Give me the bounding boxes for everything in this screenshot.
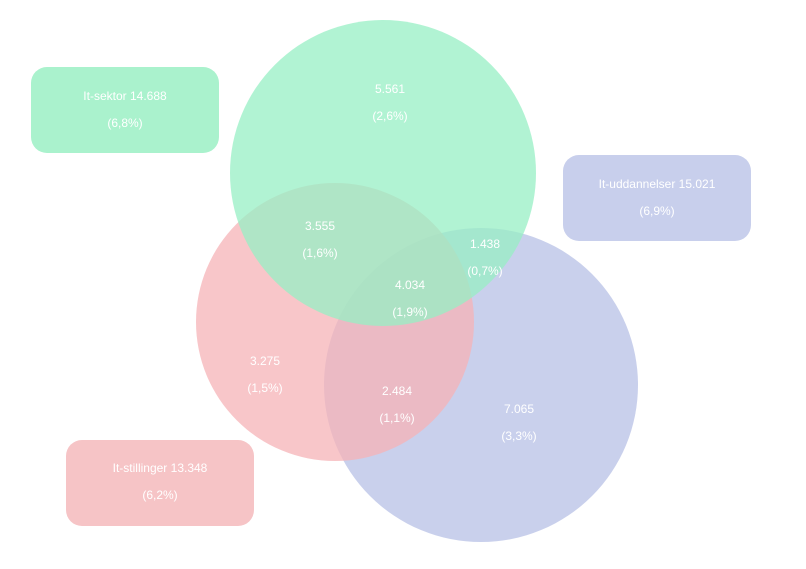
region-value: 7.065 xyxy=(504,402,534,416)
region-share: (3,3%) xyxy=(501,429,536,443)
region-share: (1,5%) xyxy=(247,381,282,395)
legend-label: It-stillinger 13.348 xyxy=(113,461,208,475)
region-value: 5.561 xyxy=(375,82,405,96)
legend-label: It-uddannelser 15.021 xyxy=(599,177,716,191)
legend-box xyxy=(31,67,219,153)
region-value: 2.484 xyxy=(382,384,412,398)
legend-box xyxy=(66,440,254,526)
region-share: (1,9%) xyxy=(392,305,427,319)
region-value: 1.438 xyxy=(470,237,500,251)
legend-share: (6,2%) xyxy=(142,488,177,502)
region-value: 4.034 xyxy=(395,278,425,292)
region-value: 3.555 xyxy=(305,219,335,233)
legend-label: It-sektor 14.688 xyxy=(83,89,167,103)
circle-sektor xyxy=(230,20,536,326)
legend-share: (6,8%) xyxy=(107,116,142,130)
region-value: 3.275 xyxy=(250,354,280,368)
region-share: (0,7%) xyxy=(467,264,502,278)
region-share: (2,6%) xyxy=(372,109,407,123)
region-share: (1,1%) xyxy=(379,411,414,425)
legend-box xyxy=(563,155,751,241)
region-share: (1,6%) xyxy=(302,246,337,260)
legend-share: (6,9%) xyxy=(639,204,674,218)
